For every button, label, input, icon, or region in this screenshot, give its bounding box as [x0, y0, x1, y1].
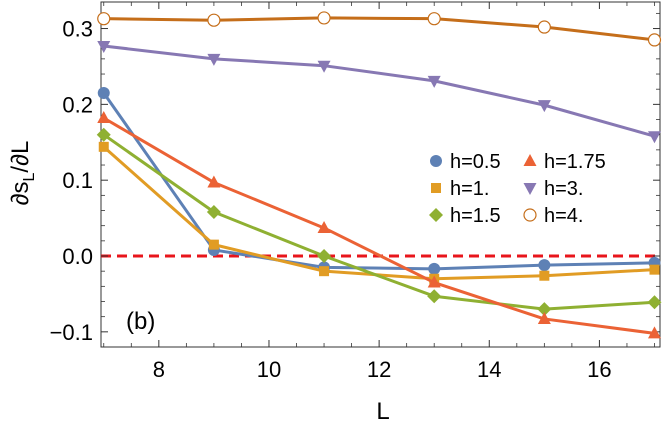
series-h-1-5	[96, 127, 662, 317]
y-tick-label: 0.1	[62, 168, 93, 193]
x-tick-label: 12	[367, 357, 391, 382]
data-point-h-1	[649, 264, 660, 275]
data-point-h-1-5	[96, 127, 111, 142]
legend-marker-h-0-5	[430, 155, 442, 167]
series-line-h-1-5	[102, 133, 655, 311]
data-point-h-0-5	[97, 86, 110, 99]
data-point-h-1-5	[206, 205, 221, 220]
series-line-h-4	[103, 16, 655, 42]
data-point-h-3	[207, 53, 221, 66]
x-tick-label: 14	[477, 357, 501, 382]
series-line-h-0-5	[102, 92, 655, 271]
series-line-h-1-75	[102, 116, 655, 335]
data-point-h-1-75	[427, 275, 441, 288]
legend-marker-h-4	[523, 208, 537, 222]
panel-label: (b)	[126, 308, 155, 335]
data-point-h-4	[647, 33, 662, 47]
y-axis-label-subscript: L	[21, 172, 38, 181]
data-point-h-3	[317, 60, 331, 73]
legend-marker-h-1-5	[429, 208, 443, 222]
data-point-h-1-5	[537, 302, 552, 317]
x-tick-label: 16	[587, 357, 611, 382]
y-axis-label-tail: /∂L	[7, 141, 34, 173]
y-tick-label: 0.2	[62, 92, 93, 117]
y-axis-label: ∂sL/∂L	[7, 141, 38, 206]
y-axis-label-main: ∂s	[7, 181, 34, 205]
data-point-h-3	[97, 40, 111, 53]
data-point-h-1-5	[317, 249, 332, 264]
data-point-h-1-75	[207, 175, 221, 188]
y-tick-label: 0.0	[62, 244, 93, 269]
legend-label-h-3: h=3.	[544, 178, 583, 200]
data-point-h-1-5	[647, 295, 662, 310]
legend-marker-h-1	[431, 183, 441, 193]
series-h-1-75	[97, 111, 661, 339]
data-point-h-1-75	[647, 326, 661, 339]
data-point-h-3	[537, 100, 551, 113]
data-point-h-4	[537, 20, 551, 34]
data-point-h-4	[97, 12, 111, 26]
data-point-h-0-5	[428, 262, 441, 275]
series-line-h-3	[103, 44, 655, 138]
legend-label-h-4: h=4.	[544, 205, 583, 227]
data-point-h-3	[647, 131, 661, 144]
data-point-h-1	[208, 239, 219, 250]
legend-label-h-1-75: h=1.75	[544, 151, 606, 173]
data-point-h-4	[317, 11, 331, 25]
legend-label-h-1-5: h=1.5	[450, 205, 501, 227]
data-point-h-3	[427, 75, 441, 88]
series-h-4	[97, 11, 662, 47]
legend: h=0.5 h=1. h=1.5 h=1.75 h=3. h=4.	[429, 151, 606, 227]
x-tick-label: 8	[153, 357, 165, 382]
series-layer	[96, 11, 662, 339]
legend-marker-h-3	[523, 183, 537, 195]
data-point-h-1-75	[537, 311, 551, 324]
y-tick-label: −0.1	[50, 320, 93, 345]
legend-label-h-1: h=1.	[450, 178, 489, 200]
x-axis-label: L	[376, 398, 389, 425]
legend-label-h-0-5: h=0.5	[450, 151, 501, 173]
data-point-h-1-75	[97, 111, 111, 124]
plot-frame	[100, 1, 661, 348]
data-point-h-1	[539, 270, 550, 281]
plot-border	[100, 1, 661, 348]
data-point-h-1	[98, 141, 109, 152]
axis-ticks: 8 10 12 14 16 −0.1 0.0 0.1 0.2 0.3	[50, 2, 660, 382]
series-h-3	[97, 40, 661, 144]
y-tick-label: 0.3	[62, 17, 93, 42]
data-point-h-1	[319, 266, 330, 277]
legend-marker-h-1-75	[523, 154, 537, 166]
data-point-h-4	[207, 13, 221, 27]
data-point-h-4	[427, 12, 441, 26]
data-point-h-1-5	[427, 289, 442, 304]
data-point-h-0-5	[538, 259, 551, 272]
data-point-h-1-75	[317, 220, 331, 233]
x-tick-label: 10	[257, 357, 281, 382]
